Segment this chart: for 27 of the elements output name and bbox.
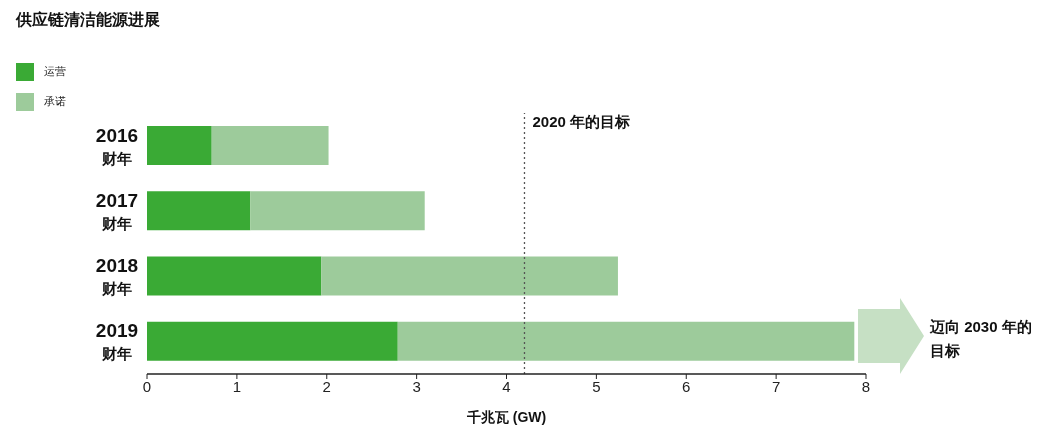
bar [147,256,322,296]
x-tick-label: 2 [322,377,331,395]
y-tick-label: 2016 财年 [95,124,139,167]
legend-label: 运营 [44,65,66,77]
x-tick-label: 5 [592,377,601,395]
y-tick-label: 2017 财年 [95,189,139,232]
x-tick-label: 0 [142,377,152,395]
y-tick-label: 2019 财年 [95,320,139,363]
x-tick-label: 3 [412,377,421,395]
bar [147,191,251,231]
legend-label: 承诺 [44,95,66,107]
x-axis-title: 千兆瓦 (GW) [465,409,547,425]
bar [321,256,618,296]
x-tick-label: 4 [502,377,511,395]
text: 迈向 2030 年的目标 [930,317,1033,361]
x-tick-label: 8 [861,377,871,395]
y-tick-label: 2018 财年 [95,255,139,298]
ref-line-label: 2020 年的目标 [532,113,631,130]
x-tick-label: 7 [771,377,781,395]
chart-title: 供应链清洁能源进展 [16,10,160,30]
x-tick-label: 1 [232,377,242,395]
bar [147,321,398,361]
bar [397,321,855,361]
bar [211,126,329,166]
bar [250,191,425,231]
x-tick-label: 6 [682,377,691,395]
bar [147,126,212,166]
